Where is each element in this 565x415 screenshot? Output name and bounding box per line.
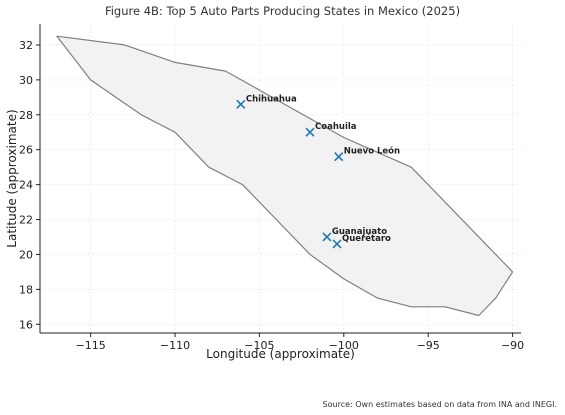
- x-tick-label: −95: [417, 339, 440, 352]
- x-tick-label: −110: [160, 339, 190, 352]
- x-marker-stroke: [334, 152, 344, 162]
- chart-title: Figure 4B: Top 5 Auto Parts Producing St…: [104, 4, 461, 18]
- x-tick-label: −100: [329, 339, 359, 352]
- y-tick-label: 30: [19, 74, 33, 87]
- x-marker-stroke: [322, 232, 332, 242]
- y-tick-label: 28: [19, 109, 33, 122]
- point-label: Chihuahua: [246, 94, 297, 104]
- country-outline: [56, 35, 514, 317]
- point-label: Nuevo León: [344, 146, 400, 157]
- x-tick-label: −105: [244, 339, 274, 352]
- y-axis-label: Latitude (approximate): [5, 109, 19, 247]
- source-note: Source: Own estimates based on data from…: [322, 400, 557, 409]
- x-marker-stroke: [236, 99, 246, 109]
- y-tick-label: 18: [19, 283, 33, 296]
- data-point: [305, 127, 315, 137]
- point-label: Querétaro: [342, 233, 391, 244]
- x-marker-stroke: [332, 239, 342, 249]
- x-marker-stroke: [305, 127, 315, 137]
- y-tick-label: 22: [19, 214, 33, 227]
- point-label: Guanajuato: [332, 227, 387, 237]
- x-tick-label: −115: [76, 339, 106, 352]
- y-tick-label: 16: [19, 318, 33, 331]
- data-point: [322, 232, 332, 242]
- y-tick-label: 20: [19, 248, 33, 261]
- data-point: [334, 152, 344, 162]
- data-point: [236, 99, 246, 109]
- y-tick-label: 26: [19, 144, 33, 157]
- x-tick-label: −90: [501, 339, 524, 352]
- data-point: [332, 239, 342, 249]
- y-tick-label: 24: [19, 179, 33, 192]
- point-label: Coahuila: [315, 122, 357, 132]
- y-tick-label: 32: [19, 39, 33, 52]
- x-axis-label: Longitude (approximate): [206, 347, 355, 361]
